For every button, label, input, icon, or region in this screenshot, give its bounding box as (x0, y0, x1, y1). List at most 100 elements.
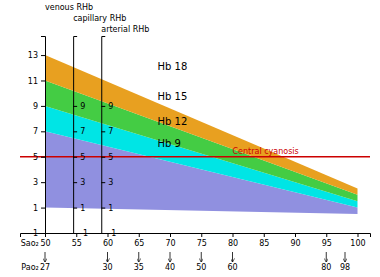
tick: 70 (165, 233, 175, 248)
tick: 9 (101, 102, 113, 111)
tick-mark (233, 233, 234, 237)
tick-mark (101, 182, 105, 183)
tick: 50 (40, 233, 50, 248)
x-axis: 50 55 60 65 70 75 80 85 90 95 100 (21, 233, 371, 248)
axis-title: arterial RHb (101, 25, 149, 34)
tick-label: 3 (33, 178, 38, 187)
axis-line (41, 37, 46, 234)
tick-label: 7 (33, 127, 38, 136)
tick-mark (101, 157, 105, 158)
pao2-arrow (326, 252, 327, 262)
tick-mark (76, 233, 77, 237)
tick-mark (41, 80, 45, 81)
pao2-arrow (345, 252, 346, 262)
tick-label: 3 (80, 178, 85, 187)
tick-mark (73, 157, 77, 158)
tick-label: 7 (108, 127, 113, 136)
tick-label: 90 (290, 239, 300, 248)
pao2-label: 40 (165, 263, 175, 272)
axis-title: venous RHb (45, 3, 93, 12)
tick-mark (170, 233, 171, 237)
tick: 5 (101, 153, 113, 162)
y-axis: -113579 (73, 37, 88, 239)
tick-label: 5 (33, 153, 38, 162)
tick-mark (73, 208, 77, 209)
tick-label: 13 (28, 51, 38, 60)
tick-label: 75 (197, 239, 207, 248)
tick-label: 95 (322, 239, 332, 248)
tick: 9 (33, 102, 45, 111)
annotation: Hb 15 (158, 91, 188, 102)
annotation: Hb 12 (158, 116, 188, 127)
tick: 1 (101, 204, 113, 213)
tick: 65 (134, 233, 144, 248)
tick-label: 85 (259, 239, 269, 248)
tick-mark (45, 233, 46, 237)
tick: 95 (322, 233, 332, 248)
annotation: Hb 18 (158, 61, 188, 72)
tick-mark (41, 131, 45, 132)
band (45, 55, 358, 195)
tick-mark (101, 106, 105, 107)
pao2-title: Pao₂ (21, 263, 38, 272)
pao2-arrow (232, 252, 233, 262)
tick-label: 7 (80, 127, 85, 136)
tick-label: 70 (165, 239, 175, 248)
tick: 7 (101, 127, 113, 136)
tick-mark (73, 106, 77, 107)
pao2-label: 30 (102, 263, 112, 272)
tick-mark (358, 233, 359, 237)
tick-mark (264, 233, 265, 237)
pao2-arrow (170, 252, 171, 262)
chart: Central cyanosisHb 18Hb 15Hb 12Hb 9-1135… (0, 0, 380, 277)
tick-mark (41, 55, 45, 56)
tick: 3 (73, 178, 85, 187)
pao2-label: 27 (40, 263, 50, 272)
pao2-arrow (107, 252, 108, 262)
axis-line (74, 37, 78, 234)
band (45, 80, 358, 201)
tick: 85 (259, 233, 269, 248)
tick: 9 (73, 102, 85, 111)
pao2-arrow (201, 252, 202, 262)
tick: 3 (33, 178, 45, 187)
tick: 1 (33, 204, 45, 213)
axis-line (102, 37, 106, 234)
tick-mark (41, 182, 45, 183)
tick: 75 (197, 233, 207, 248)
tick-mark (41, 208, 45, 209)
pao2-label: 80 (321, 263, 331, 272)
pao2-label: 98 (340, 263, 350, 272)
tick-label: 9 (33, 102, 38, 111)
tick: 1 (73, 204, 85, 213)
tick-mark (101, 131, 105, 132)
tick-mark (73, 182, 77, 183)
tick-label: 1 (33, 204, 38, 213)
tick-label: 80 (228, 239, 238, 248)
tick-label: 9 (80, 102, 85, 111)
tick-label: 100 (350, 239, 365, 248)
tick-mark (73, 131, 77, 132)
tick-mark (326, 233, 327, 237)
pao2-arrow (45, 252, 46, 262)
tick-mark (201, 233, 202, 237)
y-axis: -1135791113 (28, 37, 46, 239)
tick: 7 (73, 127, 85, 136)
tick: 90 (290, 233, 300, 248)
tick-label: 9 (108, 102, 113, 111)
tick-label: 5 (108, 153, 113, 162)
tick: 13 (28, 51, 45, 60)
tick: 100 (350, 233, 365, 248)
axis-line (21, 234, 371, 238)
y-axis: -113579 (101, 37, 116, 239)
pao2-label: 60 (227, 263, 237, 272)
tick: 60 (103, 233, 113, 248)
tick: 55 (72, 233, 82, 248)
tick-mark (101, 208, 105, 209)
reference-label: Central cyanosis (233, 147, 299, 156)
tick-mark (139, 233, 140, 237)
x-axis-title: Sao₂ (21, 239, 39, 248)
tick-label: 3 (108, 178, 113, 187)
tick-label: 1 (108, 204, 113, 213)
tick-label: 11 (28, 77, 38, 86)
